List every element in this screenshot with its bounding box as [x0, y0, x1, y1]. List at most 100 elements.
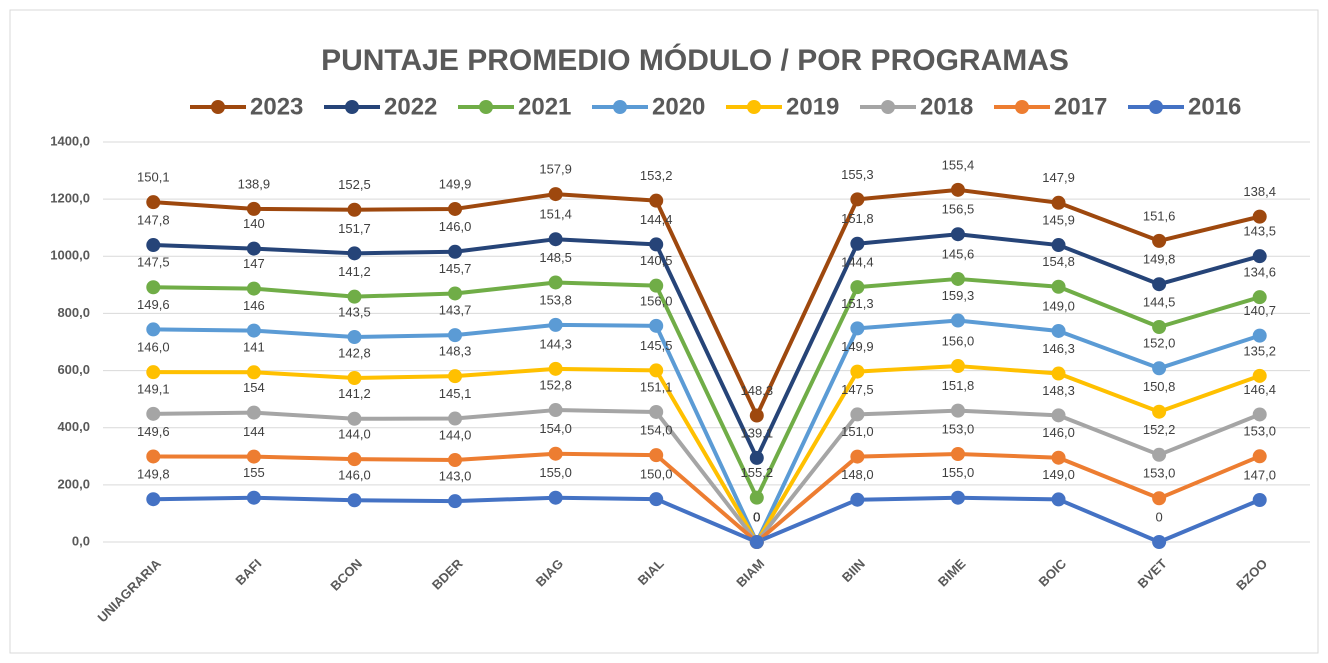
marker: [246, 405, 261, 420]
marker: [347, 246, 362, 261]
marker: [1051, 450, 1066, 465]
marker: [1051, 408, 1066, 423]
data-label: 153,0: [942, 421, 975, 436]
y-tick-label: 1000,0: [50, 248, 90, 263]
marker: [649, 492, 664, 507]
legend-marker: [613, 100, 627, 114]
data-label: 149,6: [137, 297, 170, 312]
marker: [1051, 366, 1066, 381]
data-label: 153,0: [1143, 466, 1176, 481]
marker: [1152, 447, 1167, 462]
marker: [1252, 249, 1267, 264]
data-label: 145,6: [942, 246, 975, 261]
data-label: 155,2: [741, 465, 774, 480]
data-label: 141: [243, 340, 265, 355]
data-label: 152,5: [338, 177, 371, 192]
data-label: 147,0: [1243, 467, 1276, 482]
marker: [749, 490, 764, 505]
legend-marker: [1149, 100, 1163, 114]
data-label: 144: [243, 424, 265, 439]
marker: [548, 275, 563, 290]
series-line: [153, 187, 1261, 418]
legend-marker: [479, 100, 493, 114]
marker: [246, 365, 261, 380]
data-label: 140: [243, 216, 265, 231]
marker: [649, 193, 664, 208]
data-label: 144,0: [439, 427, 472, 442]
data-label: 146,0: [1042, 425, 1075, 440]
marker: [448, 411, 463, 426]
data-label: 149,8: [137, 467, 170, 482]
marker: [1051, 195, 1066, 210]
legend-marker: [747, 100, 761, 114]
data-label: 146,3: [1042, 341, 1075, 356]
marker: [246, 201, 261, 216]
data-label: 143,5: [1243, 224, 1276, 239]
marker: [347, 452, 362, 467]
data-label: 151,8: [942, 378, 975, 393]
legend-label: 2023: [250, 93, 303, 120]
marker: [548, 232, 563, 247]
series-line: [153, 318, 1261, 544]
data-label: 149,1: [137, 381, 170, 396]
marker: [950, 403, 965, 418]
data-label: 151,4: [539, 207, 572, 222]
marker: [146, 365, 161, 380]
series-line: [153, 364, 1261, 544]
marker: [950, 182, 965, 197]
data-label: 147,9: [1042, 170, 1075, 185]
data-label: 143,5: [338, 304, 371, 319]
data-label: 139,1: [741, 425, 774, 440]
data-label: 155,0: [942, 465, 975, 480]
data-label: 0: [753, 509, 760, 524]
data-label: 147: [243, 256, 265, 271]
data-label: 146,0: [137, 340, 170, 355]
data-label: 144,4: [841, 255, 874, 270]
data-label: 149,8: [1143, 252, 1176, 267]
data-label: 141,2: [338, 386, 371, 401]
marker: [548, 187, 563, 202]
data-label: 153,8: [539, 292, 572, 307]
data-label: 134,6: [1243, 265, 1276, 280]
data-label: 146,0: [439, 219, 472, 234]
data-label: 148,3: [1042, 383, 1075, 398]
data-label: 138,9: [238, 176, 271, 191]
marker: [548, 490, 563, 505]
data-label: 151,3: [841, 296, 874, 311]
y-tick-label: 1400,0: [50, 133, 90, 148]
marker: [850, 280, 865, 295]
data-label: 148,0: [841, 467, 874, 482]
marker: [1051, 279, 1066, 294]
data-label: 144,5: [1143, 294, 1176, 309]
data-label: 152,8: [539, 377, 572, 392]
data-label: 144,0: [338, 427, 371, 442]
data-label: 140,5: [640, 253, 673, 268]
data-label: 155,0: [539, 465, 572, 480]
data-label: 141,2: [338, 264, 371, 279]
data-label: 151,1: [640, 379, 673, 394]
marker: [749, 408, 764, 423]
data-label: 149,0: [1042, 298, 1075, 313]
y-tick-label: 600,0: [57, 362, 90, 377]
legend-marker: [211, 100, 225, 114]
marker: [1152, 404, 1167, 419]
data-label: 151,0: [841, 424, 874, 439]
data-label: 0: [753, 509, 760, 524]
marker: [146, 406, 161, 421]
marker: [649, 278, 664, 293]
marker: [347, 371, 362, 385]
marker: [1152, 277, 1167, 292]
data-label: 145,5: [640, 338, 673, 353]
data-label: 157,9: [539, 162, 572, 177]
data-label: 154,8: [1042, 254, 1075, 269]
legend-label: 2019: [786, 93, 839, 120]
legend-label: 2021: [518, 93, 571, 120]
marker: [950, 313, 965, 328]
data-label: 147,5: [137, 255, 170, 270]
marker: [548, 317, 563, 332]
y-tick-label: 1200,0: [50, 191, 90, 206]
legend-label: 2018: [920, 93, 973, 120]
marker: [1252, 449, 1267, 464]
marker: [1252, 368, 1267, 383]
data-label: 145,7: [439, 261, 472, 276]
